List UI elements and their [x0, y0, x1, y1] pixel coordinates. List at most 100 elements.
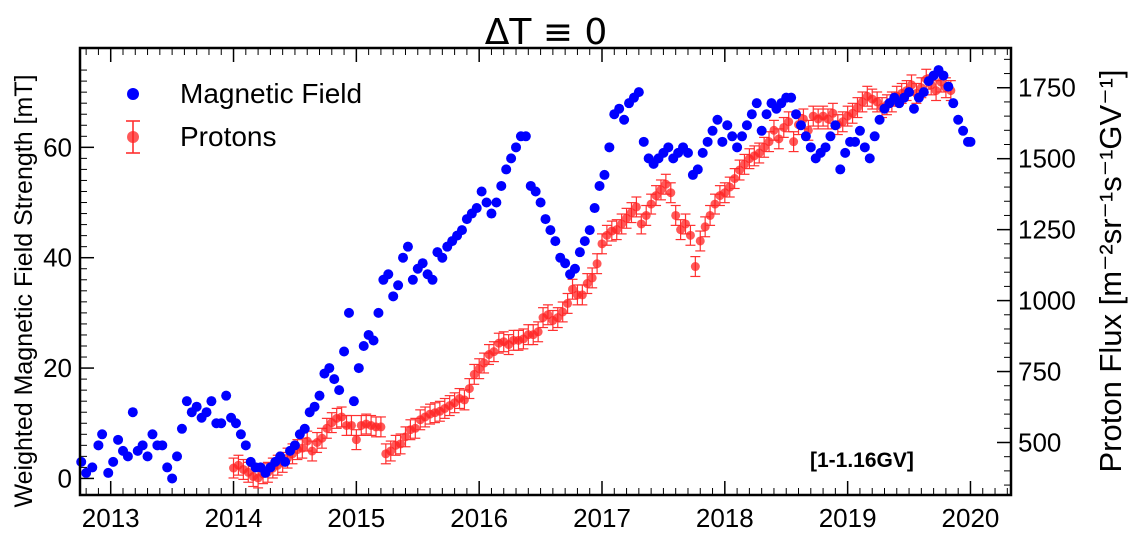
magnetic-field-point [289, 440, 300, 451]
magnetic-field-point [830, 120, 841, 131]
magnetic-field-point [722, 120, 733, 131]
magnetic-field-point [491, 197, 502, 208]
magnetic-field-point [702, 136, 713, 147]
magnetic-field-point [388, 291, 399, 302]
magnetic-field-point [874, 114, 885, 125]
magnetic-field-point [334, 385, 345, 396]
proton-point [685, 224, 696, 246]
proton-marker [784, 117, 794, 127]
magnetic-field-point [383, 269, 394, 280]
magnetic-field-point [137, 440, 148, 451]
proton-marker [587, 273, 597, 283]
magnetic-field-point [167, 473, 178, 484]
magnetic-field-point [633, 87, 644, 98]
magnetic-field-point [127, 407, 138, 418]
magnetic-field-point [93, 440, 104, 451]
proton-point [700, 216, 711, 238]
magnetic-field-point [761, 109, 772, 120]
magnetic-field-point [535, 197, 546, 208]
proton-marker [774, 134, 784, 144]
magnetic-field-point [663, 142, 674, 153]
magnetic-field-point [953, 114, 964, 125]
proton-marker [563, 298, 573, 308]
proton-marker [661, 179, 671, 189]
y2-tick-labels: 500 750 1000 1250 1500 1750 [1018, 73, 1076, 458]
proton-marker [828, 108, 838, 118]
magnetic-field-point [717, 136, 728, 147]
proton-point [596, 233, 607, 255]
proton-marker [769, 125, 779, 135]
proton-point [326, 412, 337, 434]
proton-marker [764, 137, 774, 147]
proton-point [351, 429, 362, 451]
magnetic-field-point [791, 109, 802, 120]
magnetic-field-point [918, 87, 929, 98]
magnetic-field-point [368, 335, 379, 346]
proton-marker [931, 86, 941, 96]
proton-marker [479, 358, 489, 368]
x-tick-labels: 2013 2014 2015 2016 2017 2018 2019 2020 [82, 503, 1000, 533]
y2-axis-title: Proton Flux [m⁻²sr⁻¹s⁻¹GV⁻¹] [1093, 69, 1128, 472]
magnetic-field-point [589, 203, 600, 214]
magnetic-field-point [584, 225, 595, 236]
y-tick-labels: 0 20 40 60 [43, 132, 72, 493]
magnetic-field-point [511, 142, 522, 153]
magnetic-field-point [496, 180, 507, 191]
magnetic-field-point [456, 225, 467, 236]
magnetic-field-point [299, 423, 310, 434]
proton-point [670, 204, 681, 226]
magnetic-field-point [314, 390, 325, 401]
legend-marker-magnetic-field [127, 88, 139, 100]
magnetic-field-point [481, 197, 492, 208]
proton-marker [646, 199, 656, 209]
proton-marker [489, 347, 499, 357]
y-tick-label: 20 [43, 353, 72, 383]
magnetic-field-point [692, 164, 703, 175]
proton-point [665, 182, 676, 204]
proton-point [724, 176, 735, 198]
proton-point [464, 378, 475, 400]
magnetic-field-point [599, 169, 610, 180]
proton-point [493, 332, 504, 354]
magnetic-field-point [732, 142, 743, 153]
y2-tick-label: 1500 [1018, 144, 1076, 174]
magnetic-field-point [417, 258, 428, 269]
magnetic-field-point [181, 396, 192, 407]
magnetic-field-point [737, 131, 748, 142]
x-tick-label: 2020 [942, 503, 1000, 533]
magnetic-field-point [545, 225, 556, 236]
magnetic-field-point [560, 258, 571, 269]
magnetic-field-point [707, 125, 718, 136]
magnetic-field-point [727, 131, 738, 142]
proton-marker [410, 423, 420, 433]
proton-marker [376, 422, 386, 432]
y-tick-label: 0 [58, 463, 72, 493]
proton-marker [558, 307, 568, 317]
rigidity-range-annotation: [1-1.16GV] [810, 449, 914, 472]
magnetic-field-point [191, 401, 202, 412]
magnetic-field-point [486, 208, 497, 219]
proton-marker [459, 395, 469, 405]
legend-marker-protons [126, 120, 140, 154]
magnetic-field-point [619, 114, 630, 125]
proton-point [601, 224, 612, 246]
magnetic-field-point [373, 307, 384, 318]
magnetic-field-point [162, 462, 173, 473]
magnetic-field-point [958, 125, 969, 136]
magnetic-field-point [427, 274, 438, 285]
magnetic-field-point [795, 120, 806, 131]
magnetic-field-point [97, 429, 108, 440]
magnetic-field-point [850, 136, 861, 147]
magnetic-field-point [348, 396, 359, 407]
proton-point [646, 193, 657, 215]
proton-marker [789, 137, 799, 147]
magnetic-field-point [908, 103, 919, 114]
magnetic-field-point [113, 434, 124, 445]
x-tick-label: 2014 [205, 503, 263, 533]
magnetic-field-point [147, 429, 158, 440]
proton-point [577, 284, 588, 306]
x-tick-label: 2018 [696, 503, 754, 533]
proton-marker [666, 188, 676, 198]
magnetic-field-point [402, 241, 413, 252]
magnetic-field-point [520, 131, 531, 142]
